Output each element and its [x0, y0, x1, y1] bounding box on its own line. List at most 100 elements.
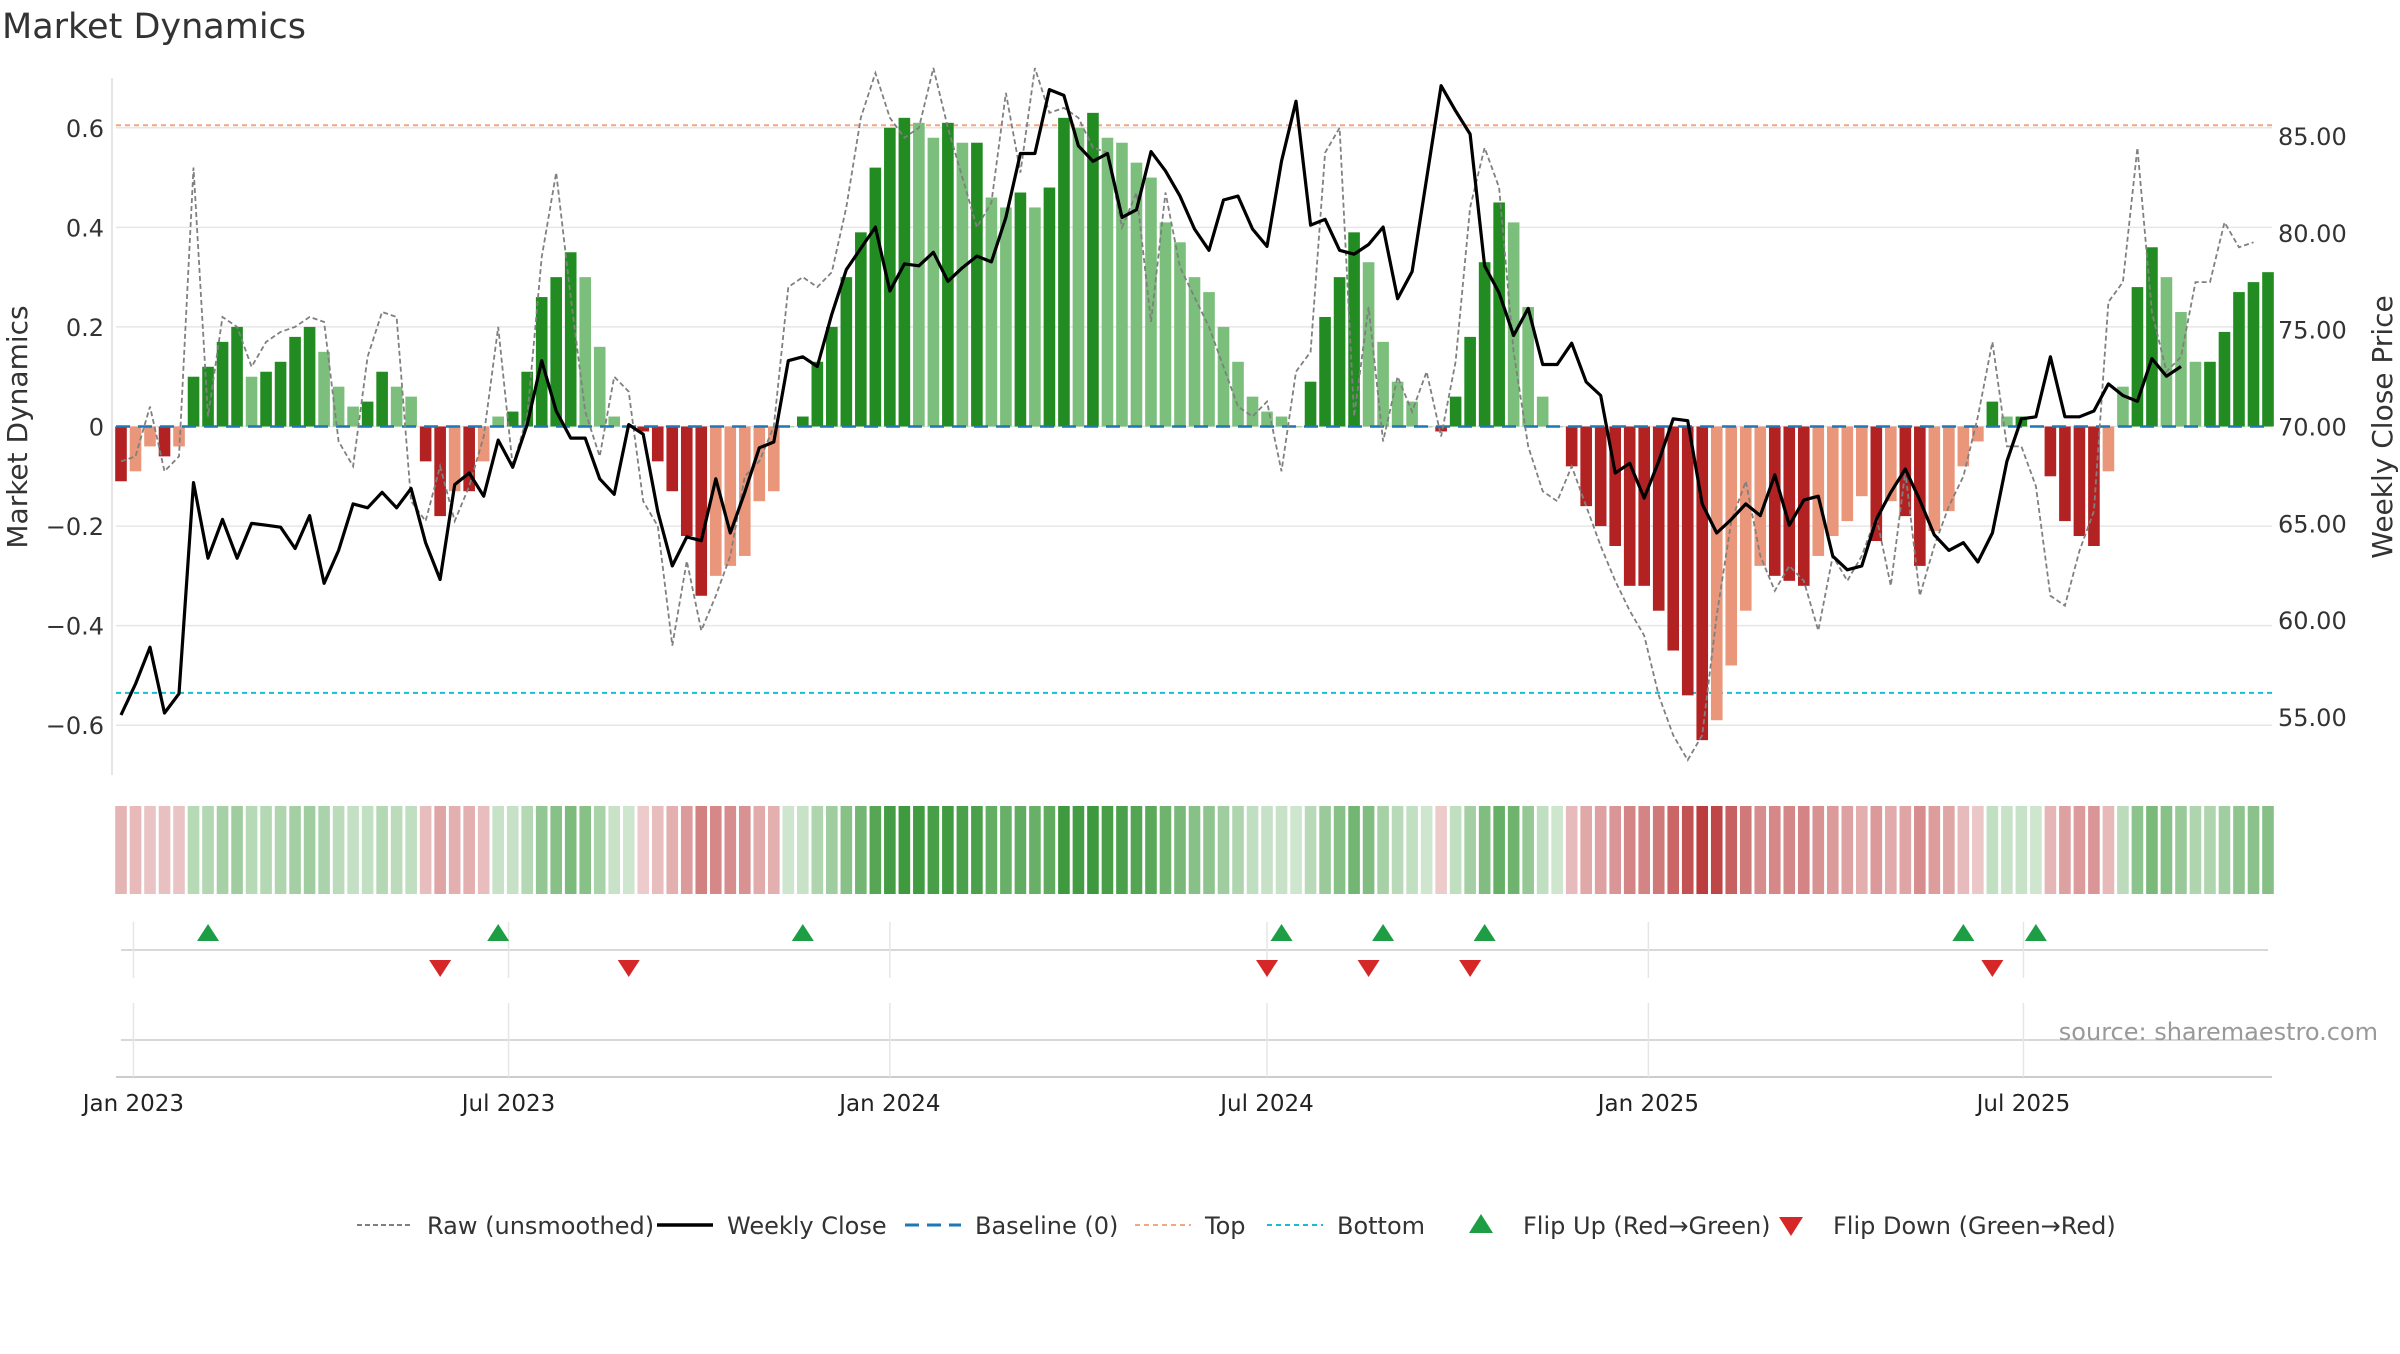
md-bar: [1014, 192, 1027, 427]
right-tick-label: 80.00: [2278, 220, 2347, 248]
md-bar: [2088, 426, 2100, 546]
md-bar: [405, 396, 417, 427]
md-bar: [1159, 222, 1172, 427]
md-bar: [463, 426, 475, 492]
heat-cell: [158, 806, 171, 894]
heat-cell: [1885, 806, 1897, 894]
heat-cell: [753, 806, 766, 894]
md-bar: [187, 376, 200, 427]
heat-cell: [506, 806, 519, 894]
x-tick-label: Jul 2023: [460, 1091, 556, 1117]
heat-cell: [593, 806, 606, 894]
legend-item: Bottom: [1267, 1212, 1425, 1240]
md-bar: [1522, 307, 1534, 427]
heat-cell: [289, 806, 301, 894]
md-bar: [637, 426, 650, 432]
heat-cell: [1972, 806, 1984, 894]
md-bar: [202, 366, 214, 427]
md-bar: [1972, 426, 1984, 442]
md-bar: [1594, 426, 1607, 527]
legend-item: Baseline (0): [905, 1212, 1118, 1240]
heat-cell: [115, 806, 127, 894]
md-bar: [434, 426, 446, 517]
heat-cell: [855, 806, 867, 894]
heat-cell: [1217, 806, 1230, 894]
md-bar: [942, 122, 954, 427]
heat-cell: [1174, 806, 1186, 894]
heat-cell: [2218, 806, 2231, 894]
x-tick-label: Jan 2023: [81, 1091, 184, 1117]
heat-cell: [1797, 806, 1810, 894]
md-bar: [2131, 287, 2144, 427]
legend-label: Baseline (0): [975, 1212, 1118, 1240]
md-bar: [376, 371, 388, 427]
heat-cell: [826, 806, 838, 894]
heat-cell: [1783, 806, 1796, 894]
heat-cell: [2262, 806, 2274, 894]
heat-cell: [1580, 806, 1592, 894]
left-tick-label: −0.4: [46, 613, 104, 641]
right-tick-label: 70.00: [2278, 414, 2347, 442]
md-bar: [2175, 311, 2187, 427]
md-bar: [1536, 396, 1549, 427]
chart-title: Market Dynamics: [2, 7, 306, 47]
heat-cell: [1739, 806, 1752, 894]
heat-cell: [376, 806, 388, 894]
right-tick-label: 75.00: [2278, 317, 2347, 345]
md-bar: [2001, 416, 2013, 427]
md-bar: [1464, 336, 1476, 427]
md-bar: [1493, 202, 1505, 427]
heat-cell: [2131, 806, 2144, 894]
heat-cell: [1551, 806, 1563, 894]
heat-cell: [1725, 806, 1738, 894]
right-axis-label: Weekly Close Price: [2366, 295, 2399, 558]
heat-cell: [2204, 806, 2216, 894]
md-bar: [1580, 426, 1592, 507]
heat-cell: [680, 806, 693, 894]
heat-cell: [1667, 806, 1680, 894]
heat-cell: [1899, 806, 1912, 894]
flip-down-marker: [617, 960, 640, 977]
md-bar: [2189, 361, 2202, 427]
md-bar: [2204, 361, 2216, 427]
legend: Raw (unsmoothed) Weekly Close Baseline (0)…: [357, 1212, 2116, 1240]
heat-cell: [782, 806, 795, 894]
heat-cell: [898, 806, 911, 894]
heat-cell: [884, 806, 896, 894]
md-bar: [303, 326, 316, 427]
source-note: source: sharemaestro.com: [2059, 1018, 2378, 1046]
right-tick-label: 65.00: [2278, 510, 2347, 538]
heat-cell: [738, 806, 751, 894]
md-bar: [971, 142, 983, 427]
heat-strip: [115, 806, 2274, 894]
md-bar: [1130, 162, 1143, 427]
heat-cell: [768, 806, 780, 894]
heat-cell: [1304, 806, 1317, 894]
md-bar: [1710, 426, 1723, 721]
heat-cell: [1812, 806, 1825, 894]
md-bar: [1507, 222, 1520, 427]
heat-cell: [2044, 806, 2057, 894]
legend-swatch-flip-up: [1469, 1214, 1493, 1233]
legend-label: Bottom: [1337, 1212, 1425, 1240]
legend-item: Weekly Close: [657, 1212, 887, 1240]
heat-cell: [2015, 806, 2028, 894]
md-bar: [927, 137, 940, 427]
md-bar: [1914, 426, 1926, 566]
flip-down-marker: [1981, 960, 2004, 977]
heat-cell: [1522, 806, 1534, 894]
md-bar: [840, 277, 853, 427]
right-tick-label: 55.00: [2278, 704, 2347, 732]
md-bar: [1116, 142, 1128, 427]
heat-cell: [1536, 806, 1549, 894]
md-bar: [753, 426, 766, 502]
heat-cell: [1261, 806, 1273, 894]
md-bar: [144, 426, 156, 447]
md-bar: [492, 416, 504, 427]
heat-cell: [535, 806, 548, 894]
md-bar: [347, 406, 359, 427]
heat-cell: [1826, 806, 1839, 894]
heat-cell: [2189, 806, 2202, 894]
heat-cell: [651, 806, 664, 894]
